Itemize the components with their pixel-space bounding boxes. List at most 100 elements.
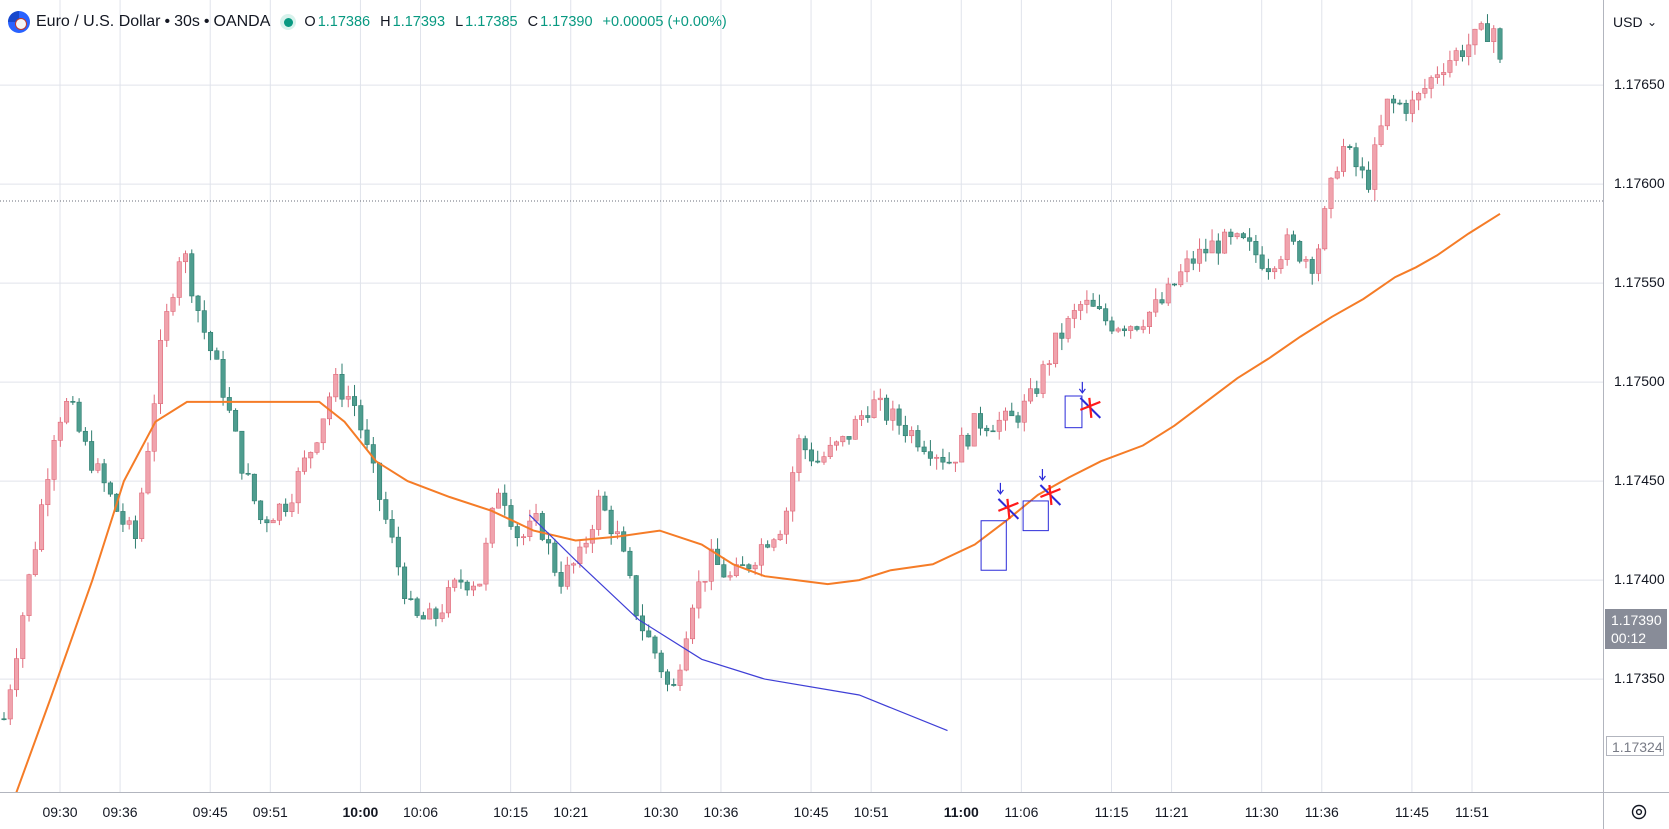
- candle: [959, 427, 965, 463]
- candle-body: [414, 598, 420, 616]
- candle: [402, 562, 408, 605]
- price-scale[interactable]: 1.17650 1.17600 1.17550 1.17500 1.17450 1.174…: [1603, 0, 1669, 792]
- candle: [1466, 33, 1472, 66]
- candle-body: [783, 510, 789, 535]
- candle: [508, 499, 514, 530]
- candle: [1109, 316, 1115, 335]
- candle: [1303, 256, 1309, 269]
- candle: [840, 435, 846, 447]
- candle: [1172, 283, 1178, 287]
- candle-body: [502, 492, 508, 506]
- candle-body: [314, 442, 320, 453]
- candle: [1434, 66, 1440, 84]
- sell-signal-marker[interactable]: [1038, 469, 1062, 506]
- chart-pane[interactable]: Euro / U.S. Dollar • 30s • OANDA O 1.1738…: [0, 0, 1603, 792]
- candle-body: [270, 520, 276, 524]
- candle-body: [1140, 326, 1146, 330]
- candle: [208, 330, 214, 361]
- candle-body: [164, 311, 170, 341]
- candle-body: [902, 424, 908, 437]
- candle-body: [101, 463, 107, 484]
- candle-body: [1334, 171, 1340, 179]
- candle-body: [1484, 23, 1490, 42]
- candle: [1215, 233, 1221, 265]
- candle-body: [677, 669, 683, 686]
- candle: [70, 396, 76, 405]
- symbol-title[interactable]: Euro / U.S. Dollar: [36, 13, 161, 30]
- candle-body: [195, 295, 201, 311]
- open-key: O: [304, 14, 316, 30]
- candle-body: [233, 410, 239, 432]
- candle-body: [1009, 410, 1015, 417]
- candle: [783, 507, 789, 544]
- time-tick-label: 11:06: [1004, 804, 1039, 820]
- candle-body: [120, 511, 126, 525]
- time-tick-label: 11:00: [943, 804, 979, 820]
- candle-body: [859, 415, 865, 420]
- candle: [1484, 14, 1490, 42]
- candle: [201, 300, 207, 340]
- candle-body: [746, 564, 752, 570]
- candle: [1290, 230, 1296, 245]
- candle-body: [70, 401, 76, 403]
- drawn-rectangle[interactable]: [1022, 500, 1049, 532]
- candle-body: [1053, 332, 1059, 364]
- currency-selector[interactable]: USD ⌄: [1609, 10, 1661, 34]
- candle-body: [821, 456, 827, 463]
- candle: [458, 569, 464, 589]
- drawn-rectangle[interactable]: [980, 520, 1007, 571]
- time-tick-label: 09:45: [192, 804, 228, 820]
- candle: [101, 458, 107, 492]
- candle: [934, 454, 940, 470]
- time-scale[interactable]: 09:30 09:36 09:45 09:51 10:00 10:06 10:15 10:21…: [0, 792, 1603, 829]
- time-tick-label: 10:36: [703, 804, 739, 820]
- candle: [852, 415, 858, 440]
- candle: [89, 430, 95, 474]
- candle-body: [815, 460, 821, 463]
- candle: [834, 440, 840, 451]
- candle: [1478, 21, 1484, 31]
- candle-body: [283, 503, 289, 512]
- candle: [14, 648, 20, 697]
- sell-signal-marker[interactable]: [1078, 381, 1102, 419]
- candle-body: [477, 583, 483, 587]
- time-tick-label: 10:45: [793, 804, 829, 820]
- candle-body: [433, 608, 439, 619]
- candle: [1128, 325, 1134, 339]
- candle-body: [965, 434, 971, 447]
- candle: [1297, 239, 1303, 264]
- settings-gear-icon[interactable]: [1630, 803, 1648, 821]
- candle-body: [483, 542, 489, 585]
- candle-body: [183, 253, 189, 263]
- high-key: H: [380, 14, 391, 30]
- candle: [276, 503, 282, 526]
- candle: [890, 400, 896, 431]
- candle: [827, 436, 833, 460]
- candle-body: [614, 531, 620, 535]
- candlestick-chart[interactable]: [0, 0, 1603, 792]
- candle-body: [633, 575, 639, 617]
- candle-body: [1359, 166, 1365, 171]
- candle: [483, 537, 489, 591]
- candle-body: [7, 689, 13, 720]
- interval-label[interactable]: 30s: [174, 13, 200, 30]
- sell-signal-marker[interactable]: [996, 482, 1020, 520]
- candle: [220, 350, 226, 406]
- candle: [477, 583, 483, 587]
- candle-body: [1165, 283, 1171, 304]
- arrow-head: [996, 489, 1004, 495]
- candle-body: [489, 507, 495, 544]
- candle-body: [132, 520, 138, 539]
- market-open-status-icon[interactable]: [280, 14, 297, 30]
- candle: [1472, 28, 1478, 55]
- candle: [514, 523, 520, 547]
- candle-body: [1059, 332, 1065, 339]
- drawn-rectangle[interactable]: [1064, 395, 1083, 429]
- arrow-head: [1038, 475, 1046, 481]
- candle-body: [1315, 248, 1321, 274]
- candle-body: [546, 539, 552, 544]
- candle: [1021, 394, 1027, 432]
- candle-body: [1391, 98, 1397, 104]
- drawn-trend-curve[interactable]: [528, 514, 948, 732]
- candle-body: [977, 413, 983, 429]
